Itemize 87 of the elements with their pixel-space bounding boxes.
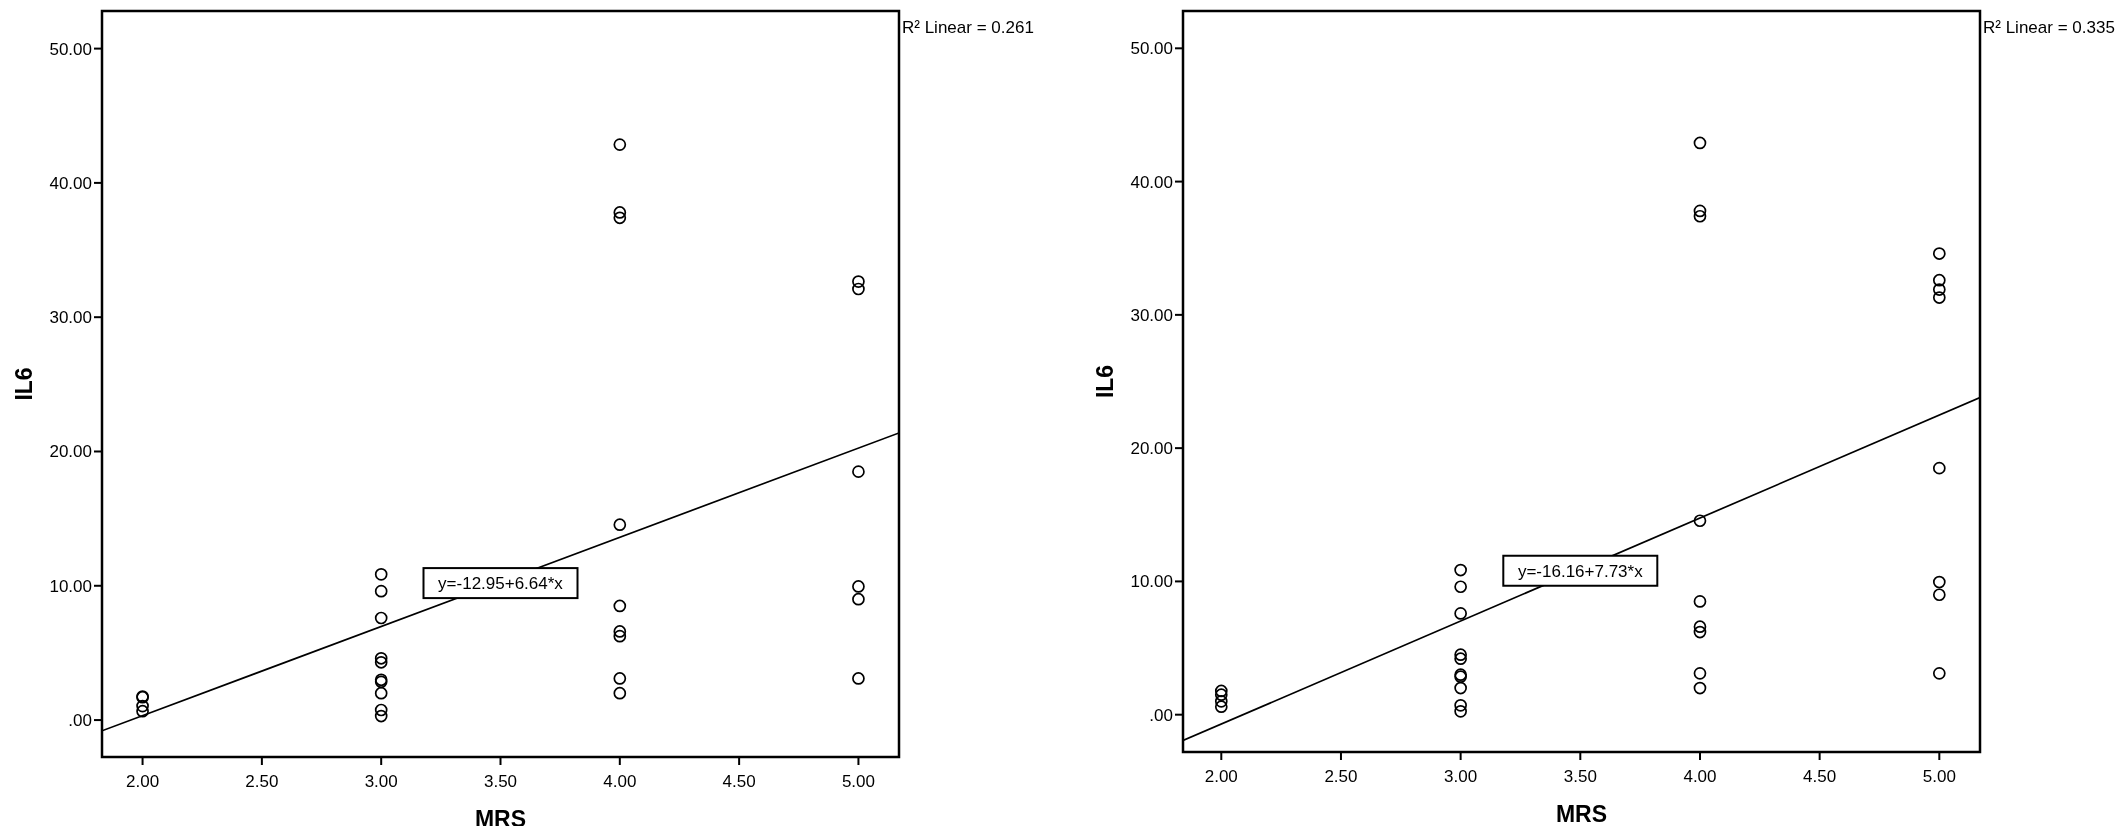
point	[613, 686, 627, 700]
y-tick-label: 50.00	[1130, 39, 1173, 59]
point	[613, 206, 627, 219]
annotation: y=-16.16+7.73*x	[1517, 561, 1644, 581]
x-tick-label: 3.50	[483, 772, 518, 791]
point	[1932, 461, 1946, 475]
point	[852, 592, 865, 606]
x-tick-label: 3.00	[364, 772, 398, 791]
y-tick-label: 10.00	[49, 576, 92, 596]
point	[374, 568, 388, 581]
point	[1214, 700, 1228, 714]
point	[374, 584, 388, 598]
y-tick-label: 20.00	[1130, 439, 1173, 459]
point	[1693, 625, 1707, 639]
x-tick-label: 4.00	[603, 772, 637, 791]
point	[374, 655, 388, 669]
point	[613, 518, 627, 532]
point	[1693, 620, 1707, 634]
x-tick-label: 4.00	[1683, 767, 1717, 786]
point	[1932, 283, 1946, 296]
point	[852, 282, 865, 296]
x-tick-label: 4.50	[1803, 767, 1837, 786]
x-tick-label: 2.50	[245, 772, 279, 791]
point	[1693, 136, 1707, 150]
point	[1454, 648, 1467, 662]
point	[136, 704, 149, 718]
point	[1454, 699, 1467, 712]
point	[852, 580, 865, 593]
y-tick-label: 30.00	[1130, 305, 1173, 325]
y-axis-title: IL6	[1092, 364, 1118, 399]
y-axis-title: IL6	[11, 367, 37, 401]
point	[852, 275, 865, 288]
point	[1693, 514, 1707, 528]
point	[852, 672, 865, 685]
point	[1693, 209, 1707, 223]
point	[613, 672, 627, 685]
point	[1454, 652, 1467, 666]
y-tick-label: 30.00	[49, 308, 92, 328]
point	[1214, 695, 1228, 708]
point	[1454, 563, 1467, 577]
text: R² Linear = 0.335	[1983, 18, 2115, 37]
x-axis-title: MRS	[1555, 801, 1608, 827]
point	[613, 138, 627, 151]
y-tick-label: .00	[1149, 705, 1173, 725]
point	[1454, 580, 1467, 594]
x-tick-label: 4.50	[722, 772, 756, 791]
text: R² Linear = 0.261	[902, 18, 1034, 37]
point	[613, 625, 627, 638]
point	[1214, 684, 1228, 698]
point	[613, 599, 627, 613]
y-tick-label: 40.00	[49, 173, 92, 193]
x-tick-label: 5.00	[1922, 767, 1956, 786]
y-tick-label: 50.00	[49, 39, 92, 59]
y-tick-label: 20.00	[49, 442, 92, 462]
x-tick-label: 2.50	[1324, 767, 1358, 786]
x-tick-label: 3.00	[1444, 767, 1478, 786]
point	[374, 651, 388, 665]
point	[1454, 705, 1467, 718]
point	[1932, 273, 1946, 287]
y-tick-label: 10.00	[1130, 572, 1173, 592]
x-tick-label: 5.00	[841, 772, 875, 791]
point	[1693, 595, 1707, 608]
x-tick-label: 3.50	[1563, 767, 1597, 786]
point	[374, 611, 388, 625]
point	[1932, 588, 1946, 602]
point	[852, 465, 865, 478]
point	[1693, 681, 1707, 695]
point	[1454, 607, 1467, 620]
point	[613, 629, 627, 643]
point	[1454, 681, 1467, 695]
x-tick-label: 2.00	[1204, 767, 1238, 786]
point	[1693, 667, 1707, 680]
point	[1932, 575, 1946, 589]
point	[374, 703, 388, 717]
point	[374, 709, 388, 723]
point	[613, 211, 627, 225]
point	[374, 686, 388, 700]
annotation: y=-12.95+6.64*x	[438, 574, 564, 594]
point	[1693, 204, 1707, 218]
x-tick-label: 2.00	[126, 772, 160, 791]
point	[1932, 247, 1946, 260]
y-tick-label: .00	[68, 711, 92, 731]
point	[1932, 291, 1946, 304]
point	[1214, 688, 1228, 702]
point	[136, 699, 149, 713]
point	[1932, 667, 1946, 680]
y-tick-label: 40.00	[1130, 172, 1173, 192]
